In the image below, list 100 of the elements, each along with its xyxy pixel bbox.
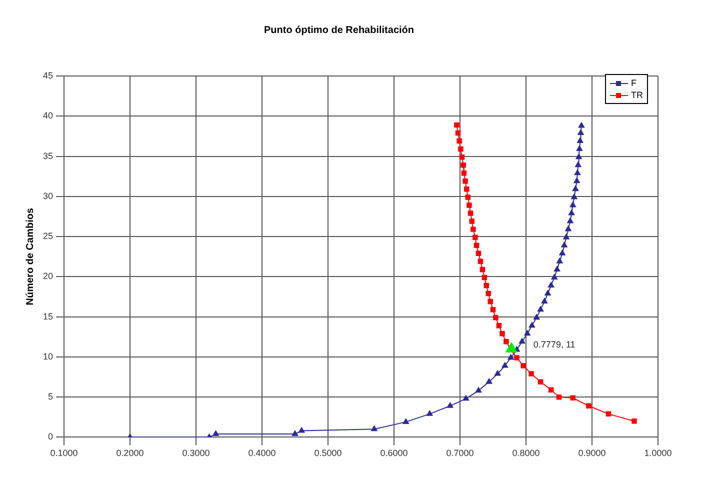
point <box>520 363 526 368</box>
annotation: 0.7779, 11 <box>533 339 576 350</box>
point <box>556 258 563 264</box>
point <box>466 202 472 208</box>
point <box>570 395 576 400</box>
point <box>567 218 574 224</box>
point <box>494 370 501 376</box>
point <box>371 426 378 432</box>
point <box>484 282 490 288</box>
point <box>500 331 505 336</box>
point <box>537 306 544 312</box>
x-tick-label: 0.5000 <box>314 448 342 458</box>
point <box>554 266 560 272</box>
x-tick-label: 0.6000 <box>380 448 408 458</box>
y-tick-label: 0 <box>48 432 54 442</box>
point <box>548 387 554 392</box>
y-tick-label: 30 <box>42 190 54 201</box>
point <box>506 342 518 352</box>
x-tick-label: 0.9000 <box>578 448 606 458</box>
point <box>559 250 566 256</box>
y-tick-label: 45 <box>42 70 54 80</box>
point <box>468 210 474 216</box>
legend-label: TR <box>631 90 643 100</box>
point <box>572 186 579 192</box>
point <box>576 154 582 160</box>
point <box>298 427 305 433</box>
point <box>459 154 465 160</box>
point <box>568 210 575 216</box>
y-tick-label: 10 <box>42 351 54 362</box>
point <box>469 218 475 224</box>
point <box>496 323 502 328</box>
point <box>461 170 467 176</box>
point <box>570 202 576 208</box>
point <box>544 290 551 296</box>
x-tick-label: 0.3000 <box>182 448 210 458</box>
point <box>490 306 496 312</box>
point <box>565 226 572 232</box>
x-tick-label: 0.1000 <box>50 448 78 458</box>
point <box>478 258 484 264</box>
point <box>470 226 476 232</box>
point <box>606 411 612 417</box>
point <box>586 403 592 409</box>
point <box>488 298 493 304</box>
point <box>464 186 470 192</box>
point <box>571 194 578 200</box>
chart-title: Punto óptimo de Rehabilitación <box>264 24 414 36</box>
x-tick-label: 0.7000 <box>446 448 474 458</box>
x-tick-label: 0.8000 <box>512 448 540 458</box>
point <box>486 378 492 384</box>
point <box>456 138 462 144</box>
y-axis-title: Número de Cambios <box>24 208 36 306</box>
y-tick-label: 40 <box>42 110 54 121</box>
point <box>475 387 482 393</box>
point <box>556 394 562 400</box>
point <box>292 430 298 436</box>
point <box>551 274 558 280</box>
point <box>528 371 534 376</box>
point <box>455 130 461 136</box>
point <box>574 170 581 176</box>
point <box>476 250 482 256</box>
point <box>402 418 409 424</box>
point <box>460 162 466 168</box>
point <box>575 162 582 168</box>
y-tick-label: 25 <box>42 231 54 242</box>
point <box>508 354 514 360</box>
point <box>462 395 470 401</box>
y-tick-label: 15 <box>42 311 54 322</box>
y-tick-label: 20 <box>42 271 54 282</box>
point <box>465 194 471 200</box>
point <box>561 242 568 248</box>
x-tick-label: 1.0000 <box>644 448 672 458</box>
point <box>563 234 570 240</box>
point <box>486 290 492 296</box>
point <box>524 330 530 336</box>
point <box>493 314 498 320</box>
legend-label: F <box>631 78 636 88</box>
point <box>578 129 584 135</box>
point <box>514 355 520 360</box>
point <box>462 178 468 184</box>
point <box>472 234 478 240</box>
point <box>541 298 548 304</box>
x-tick-label: 0.4000 <box>248 448 276 458</box>
y-tick-label: 5 <box>48 392 54 402</box>
point <box>576 146 583 152</box>
point <box>577 138 584 144</box>
point <box>574 178 580 184</box>
point <box>454 122 460 128</box>
point <box>447 402 454 408</box>
point <box>502 362 508 368</box>
point <box>538 379 544 384</box>
point <box>518 338 526 344</box>
point <box>458 146 464 152</box>
x-tick-label: 0.2000 <box>116 448 144 458</box>
point <box>480 266 486 272</box>
point <box>474 242 480 248</box>
point <box>533 314 540 320</box>
point <box>632 418 637 424</box>
point <box>482 274 488 280</box>
point <box>504 339 509 344</box>
point <box>426 410 433 416</box>
